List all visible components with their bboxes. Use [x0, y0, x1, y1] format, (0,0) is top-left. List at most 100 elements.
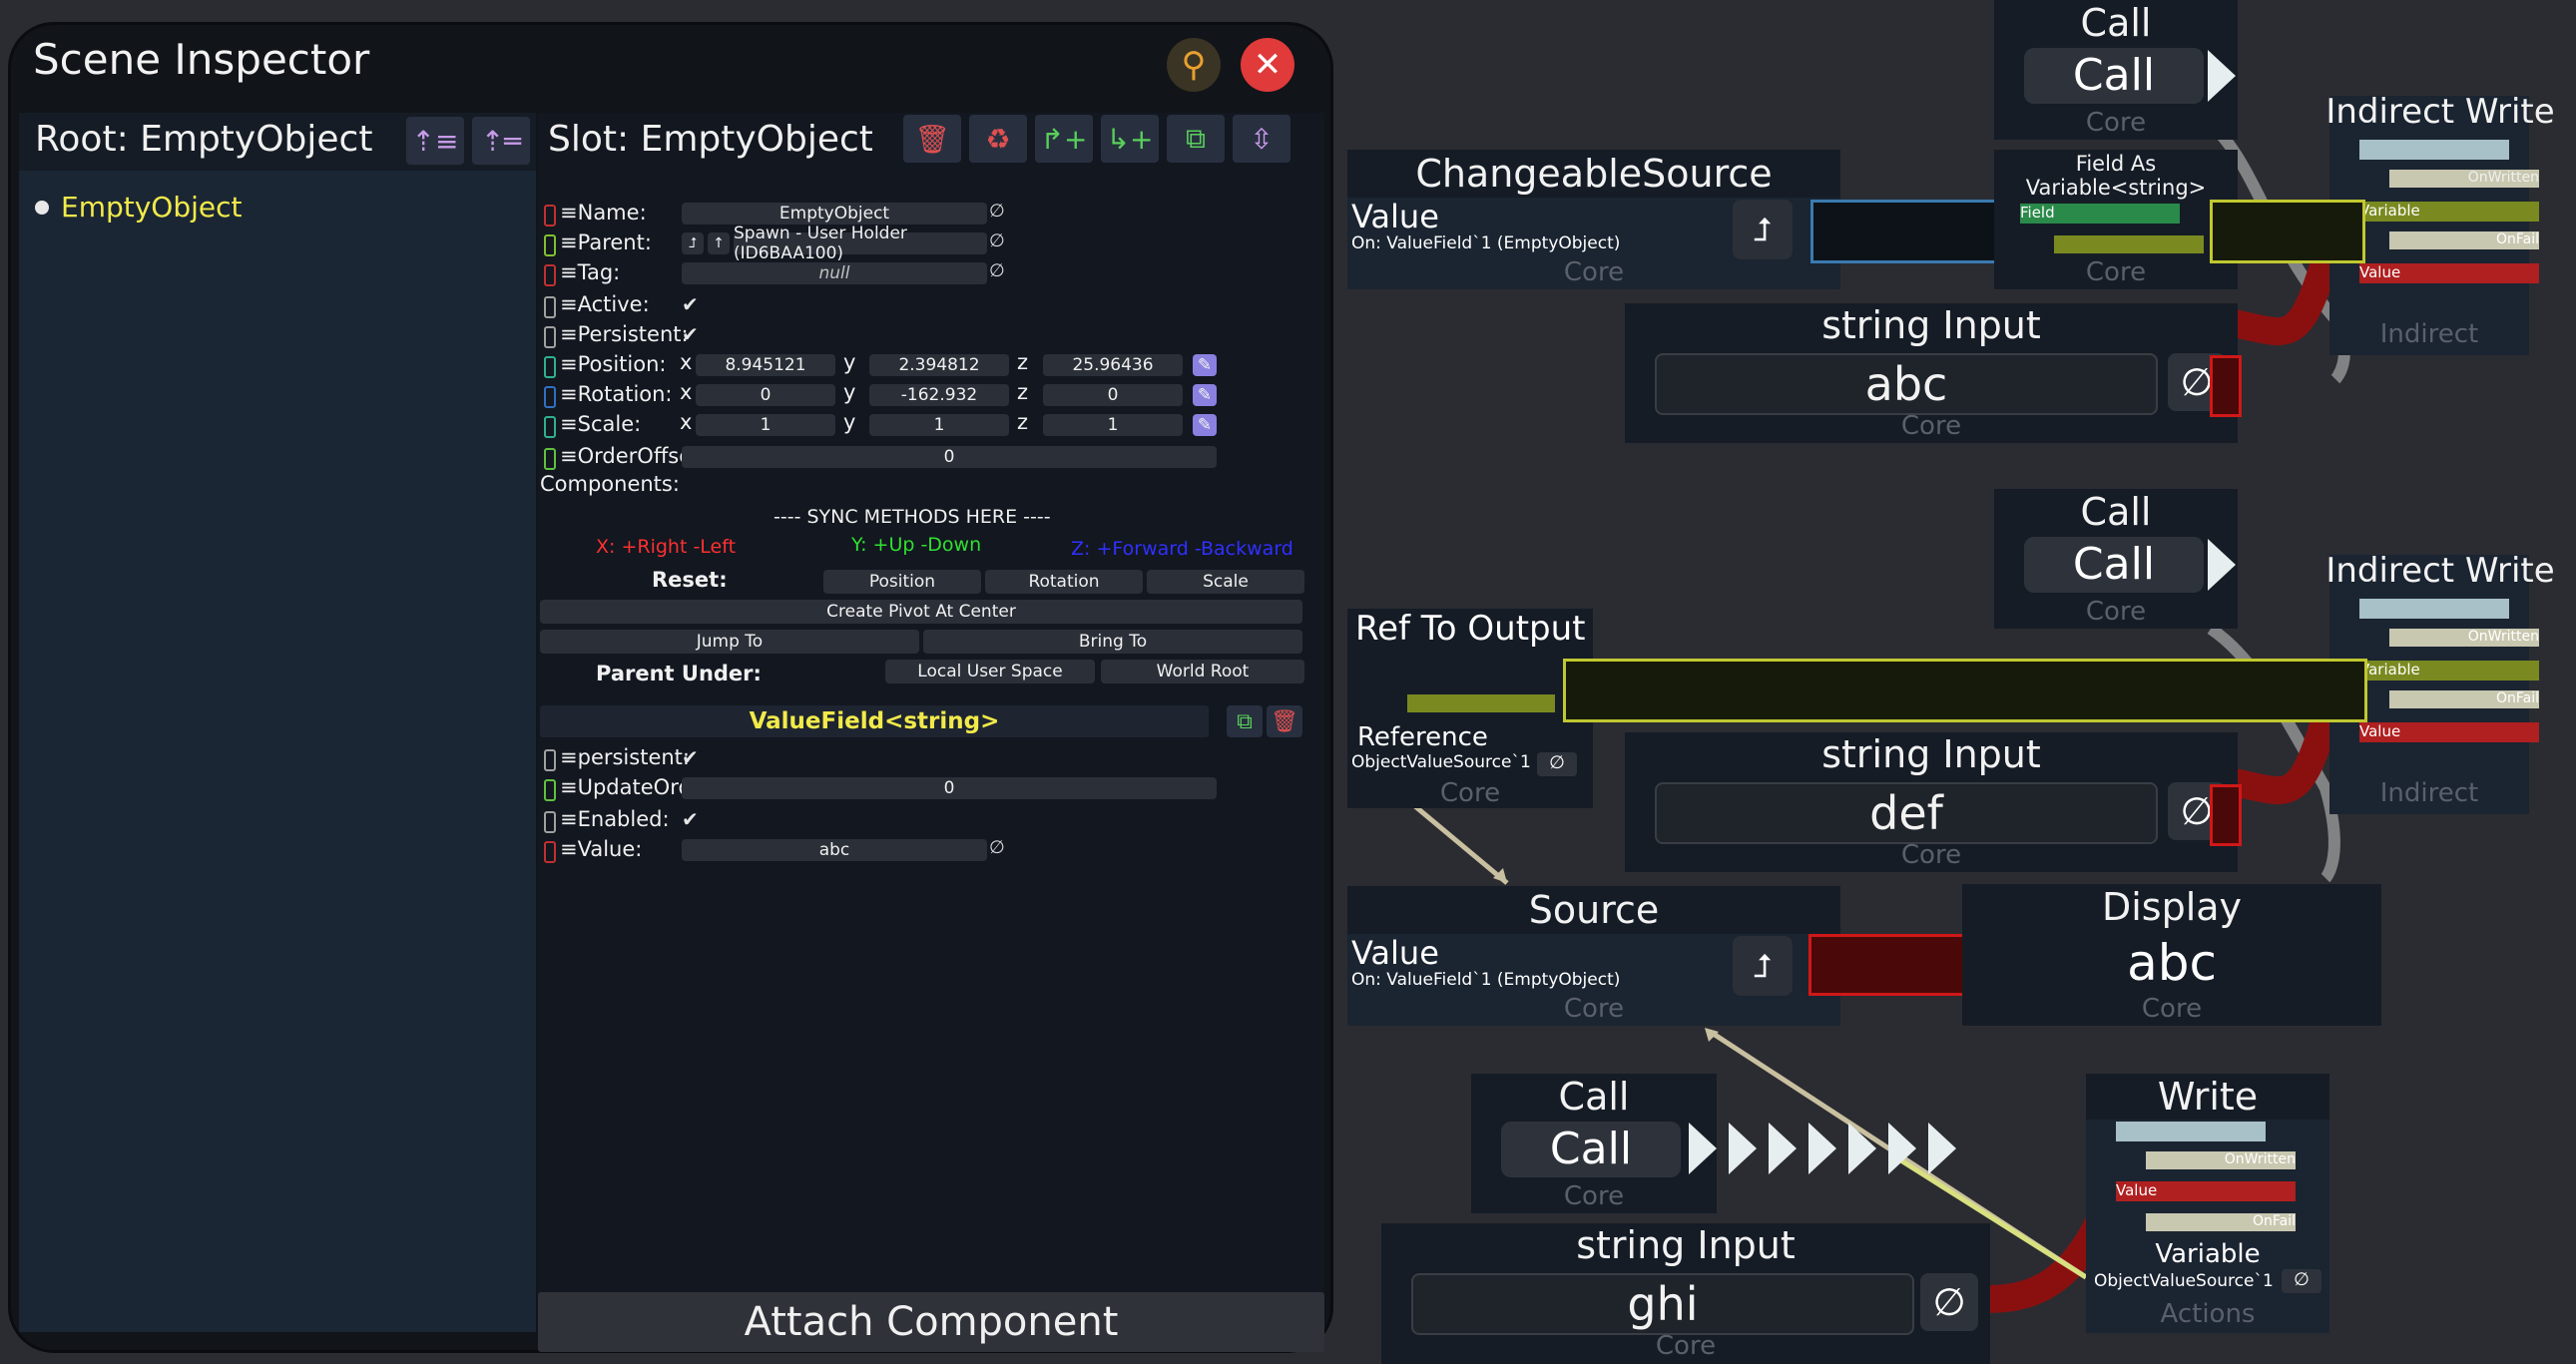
source-node[interactable]: Value On: ValueField`1 (EmptyObject) ⮥ C… [1347, 934, 1840, 1026]
persistent-checkbox[interactable]: ✔ [682, 322, 699, 346]
field-as-variable-node[interactable]: Field As Variable<string> Field Core [1994, 150, 2238, 289]
bring-to-button[interactable]: Bring To [923, 630, 1302, 654]
string-input-field[interactable]: ghi [1411, 1273, 1914, 1335]
up-icon[interactable]: ↑ [708, 232, 730, 254]
call-node[interactable]: Call Call Core [1994, 489, 2238, 629]
call-node[interactable]: Call Call Core [1994, 0, 2238, 140]
delete-icon[interactable]: 🗑 [903, 115, 961, 163]
update-order-field[interactable]: 0 [682, 777, 1217, 799]
delete-component-icon[interactable]: 🗑 [1267, 705, 1302, 737]
position-label: ≡Position: [560, 352, 667, 376]
goto-source-icon[interactable]: ⮥ [1733, 936, 1793, 996]
call-node-title: Call [1558, 1075, 1630, 1119]
edit-icon[interactable]: ✎ [1193, 414, 1217, 436]
insert-parent-icon[interactable]: ↳+ [1101, 115, 1159, 163]
null-button[interactable]: ∅ [989, 201, 1005, 222]
scale-z-field[interactable]: 1 [1043, 414, 1183, 436]
string-input-node[interactable]: string Input def ∅ Core [1625, 732, 2238, 872]
jump-to-button[interactable]: Jump To [540, 630, 919, 654]
scale-label: ≡Scale: [560, 412, 642, 436]
position-y-field[interactable]: 2.394812 [869, 354, 1009, 376]
center-icon[interactable]: ⇳ [1233, 115, 1290, 163]
name-field[interactable]: EmptyObject [682, 203, 987, 225]
reset-position-button[interactable]: Position [823, 570, 981, 594]
variable-connector [2210, 200, 2365, 263]
ref-to-output-node[interactable]: Ref To Output Reference ObjectValueSourc… [1347, 609, 1593, 808]
node-category: Core [2141, 994, 2203, 1024]
value-input: Value [2359, 722, 2539, 742]
rotation-z-field[interactable]: 0 [1043, 384, 1183, 406]
local-user-space-button[interactable]: Local User Space [885, 660, 1095, 683]
add-child-icon[interactable]: ↱+ [1035, 115, 1093, 163]
order-offset-field[interactable]: 0 [682, 446, 1217, 468]
components-label: Components: [540, 472, 680, 496]
parent-under-label: Parent Under: [596, 662, 762, 685]
component-header: ValueField<string> [540, 705, 1209, 737]
string-input-field[interactable]: abc [1655, 353, 2158, 415]
position-x-field[interactable]: 8.945121 [696, 354, 835, 376]
parent-label: ≡Parent: [560, 230, 652, 254]
reset-scale-button[interactable]: Scale [1147, 570, 1304, 594]
call-button[interactable]: Call [2024, 537, 2204, 593]
changeable-source-node[interactable]: Value On: ValueField`1 (EmptyObject) ⮥ C… [1347, 198, 1840, 289]
collapse-tree-icon[interactable]: ⇡═ [472, 117, 530, 165]
scale-x-field[interactable]: 1 [696, 414, 835, 436]
tree-item[interactable]: EmptyObject [35, 191, 242, 224]
position-z-field[interactable]: 25.96436 [1043, 354, 1183, 376]
field-label: Field [2020, 204, 2055, 222]
scale-y-field[interactable]: 1 [869, 414, 1009, 436]
write-node[interactable]: Write OnWritten Value OnFail Variable Ob… [2086, 1074, 2329, 1333]
goto-parent-icon[interactable]: ⮥ [682, 232, 704, 254]
world-root-button[interactable]: World Root [1101, 660, 1304, 683]
impulse-output-icon[interactable] [2208, 539, 2236, 591]
impulse-arrow-icon [1848, 1123, 1876, 1174]
expand-tree-icon[interactable]: ⇡≡ [406, 117, 464, 165]
reference-value: ObjectValueSource`1 [1351, 752, 1531, 772]
null-button[interactable]: ∅ [1920, 1273, 1978, 1331]
recycle-icon[interactable]: ♻ [969, 115, 1027, 163]
null-button[interactable]: ∅ [2168, 782, 2226, 840]
reset-label: Reset: [652, 568, 728, 592]
edit-icon[interactable]: ✎ [1193, 384, 1217, 406]
rotation-x-field[interactable]: 0 [696, 384, 835, 406]
changeable-source-title: ChangeableSource [1415, 152, 1773, 196]
value-field[interactable]: abc [682, 839, 987, 861]
impulse-arrow-icon [1689, 1123, 1717, 1174]
y-label: y [843, 380, 856, 404]
call-button[interactable]: Call [2024, 48, 2204, 104]
field-as-variable-title: Field As Variable<string> [2025, 152, 2207, 200]
active-checkbox[interactable]: ✔ [682, 292, 699, 316]
rotation-y-field[interactable]: -162.932 [869, 384, 1009, 406]
display-node[interactable]: Display abc Core [1962, 884, 2381, 1026]
call-node[interactable]: Call Call Core [1471, 1074, 1717, 1213]
node-category: Core [1439, 778, 1501, 808]
duplicate-icon[interactable]: ⧉ [1167, 115, 1225, 163]
axis-hint-y: Y: +Up -Down [851, 534, 982, 556]
edit-icon[interactable]: ✎ [1193, 354, 1217, 376]
null-button[interactable]: ∅ [1537, 752, 1577, 776]
z-label: z [1017, 350, 1029, 374]
pin-icon[interactable]: ⚲ [1167, 38, 1221, 92]
reset-rotation-button[interactable]: Rotation [985, 570, 1143, 594]
string-input-node[interactable]: string Input abc ∅ Core [1625, 303, 2238, 443]
tag-field[interactable]: null [682, 262, 987, 284]
x-label: x [680, 380, 693, 404]
node-category: Core [1900, 840, 1962, 870]
goto-source-icon[interactable]: ⮥ [1733, 200, 1793, 259]
reference-label: Reference [1357, 722, 1488, 752]
null-button[interactable]: ∅ [989, 260, 1005, 281]
null-button[interactable]: ∅ [989, 230, 1005, 251]
string-input-node[interactable]: string Input ghi ∅ Core [1381, 1223, 1990, 1364]
create-pivot-button[interactable]: Create Pivot At Center [540, 600, 1302, 624]
null-button[interactable]: ∅ [2282, 1269, 2321, 1293]
impulse-output-icon[interactable] [2208, 50, 2236, 102]
attach-component-button[interactable]: Attach Component [538, 1292, 1324, 1352]
component-persistent-checkbox[interactable]: ✔ [682, 745, 699, 769]
field-type-pill [544, 779, 556, 801]
enabled-checkbox[interactable]: ✔ [682, 807, 699, 831]
duplicate-component-icon[interactable]: ⧉ [1227, 705, 1263, 737]
string-input-field[interactable]: def [1655, 782, 2158, 844]
close-icon[interactable]: ✕ [1241, 38, 1294, 92]
null-button[interactable]: ∅ [989, 837, 1005, 858]
call-button[interactable]: Call [1501, 1122, 1681, 1177]
